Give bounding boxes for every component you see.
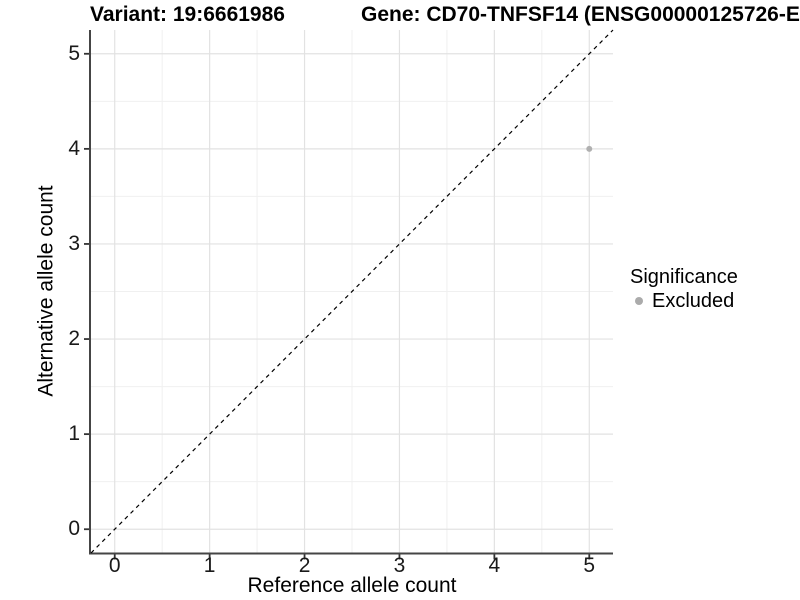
variant-title: Variant: 19:6661986: [90, 3, 285, 26]
legend-item-excluded: Excluded: [630, 289, 738, 313]
legend-item-label: Excluded: [652, 290, 735, 312]
y-tick-label-5: 5: [68, 41, 80, 65]
x-tick-label-1: 1: [203, 554, 216, 577]
y-axis-title: Alternative allele count: [34, 185, 58, 397]
data-point-excluded: [586, 145, 593, 152]
excluded-point-icon: [635, 297, 643, 305]
identity-dashed-line: [90, 29, 614, 554]
y-tick-label-0: 0: [68, 517, 80, 541]
y-tick-label-2: 2: [68, 327, 80, 351]
legend-key: [630, 289, 648, 313]
y-tick-label-4: 4: [68, 136, 80, 160]
x-tick-label-0: 0: [108, 554, 121, 577]
x-tick-label-5: 5: [583, 554, 596, 577]
y-tick-label-1: 1: [68, 422, 80, 446]
legend: Significance Excluded: [630, 265, 738, 313]
x-tick-label-2: 2: [298, 554, 311, 577]
legend-title: Significance: [630, 266, 738, 288]
x-tick-label-4: 4: [488, 554, 501, 577]
gene-title: Gene: CD70-TNFSF14 (ENSG00000125726-ENS: [361, 3, 800, 26]
x-axis-title: Reference allele count: [247, 574, 457, 597]
y-tick-label-3: 3: [68, 231, 80, 255]
x-tick-label-3: 3: [393, 554, 406, 577]
